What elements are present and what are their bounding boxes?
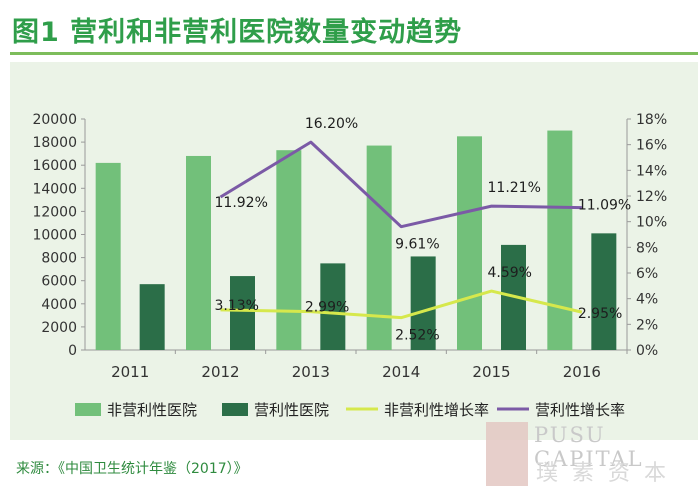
legend-label: 营利性医院: [254, 401, 329, 419]
x-tick-label: 2012: [201, 363, 239, 381]
bar-nonprofit: [186, 155, 211, 350]
data-label-forprofit: 11.92%: [215, 195, 268, 211]
left-tick-label: 6000: [41, 274, 77, 290]
left-tick-label: 10000: [32, 228, 77, 244]
left-tick-label: 8000: [41, 251, 77, 267]
x-tick-label: 2011: [111, 363, 149, 381]
x-tick-label: 2014: [382, 363, 420, 381]
right-tick-label: 10%: [636, 215, 667, 231]
left-tick-label: 4000: [41, 297, 77, 313]
line-forprofit-growth: [219, 140, 582, 229]
right-tick-label: 16%: [636, 138, 667, 154]
bar-forprofit: [410, 256, 436, 350]
bar-nonprofit: [276, 150, 302, 350]
right-tick-label: 18%: [636, 112, 667, 128]
data-label-nonprofit: 2.52%: [395, 328, 439, 344]
chart-panel: 0 2000 4000 6000 8000 10000 12000 14000 16000 180…: [10, 62, 698, 440]
x-tick-label: 2013: [292, 363, 330, 381]
bar-nonprofit: [366, 145, 392, 350]
data-label-forprofit: 11.21%: [488, 180, 541, 196]
bar-nonprofit: [95, 162, 121, 350]
right-tick-label: 8%: [636, 240, 658, 256]
right-tick-label: 12%: [636, 189, 667, 205]
data-label-nonprofit: 3.13%: [215, 298, 259, 314]
watermark-seal: [486, 422, 528, 486]
right-tick-label: 4%: [636, 292, 658, 308]
data-label-forprofit: 16.20%: [305, 116, 358, 132]
left-tick-label: 18000: [32, 135, 77, 151]
watermark-text: PUSU CAPITAL: [534, 423, 644, 471]
data-label-forprofit: 9.61%: [395, 237, 439, 253]
right-tick-label: 14%: [636, 163, 667, 179]
bar-forprofit: [591, 233, 617, 350]
legend-swatch: [222, 403, 248, 416]
watermark-text-cn: 璞素资本: [536, 461, 681, 486]
left-tick-label: 16000: [32, 158, 77, 174]
figure-title: 图1 营利和非营利医院数量变动趋势: [12, 17, 463, 48]
data-label-nonprofit: 4.59%: [488, 265, 532, 281]
data-label-forprofit: 11.09%: [578, 198, 631, 214]
legend-swatch: [75, 403, 101, 416]
left-tick-label: 2000: [41, 320, 77, 336]
right-tick-label: 6%: [636, 266, 658, 282]
bar-forprofit: [139, 284, 165, 350]
right-tick-label: 2%: [636, 317, 658, 333]
left-tick-label: 20000: [32, 112, 77, 128]
right-tick-label: 0%: [636, 343, 658, 359]
legend-label: 非营利性增长率: [384, 401, 489, 419]
source-note: 来源：《中国卫生统计年鉴（2017）》: [16, 461, 248, 477]
x-tick-label: 2015: [472, 363, 510, 381]
x-tick-label: 2016: [563, 363, 601, 381]
left-tick-label: 14000: [32, 181, 77, 197]
legend-label: 营利性增长率: [535, 401, 625, 419]
line-nonprofit-growth: [220, 289, 583, 320]
left-tick-label: 0: [68, 343, 77, 359]
bar-forprofit: [230, 276, 255, 350]
legend-label: 非营利性医院: [107, 401, 197, 419]
data-label-nonprofit: 2.99%: [305, 300, 349, 316]
bar-forprofit: [320, 263, 346, 350]
left-tick-label: 12000: [32, 204, 77, 220]
bar-nonprofit: [547, 130, 573, 350]
bar-nonprofit: [457, 136, 482, 350]
title-divider: [10, 52, 698, 55]
data-label-nonprofit: 2.95%: [578, 306, 622, 322]
chart-svg: 0 2000 4000 6000 8000 10000 12000 14000 16000 180…: [32, 112, 667, 419]
